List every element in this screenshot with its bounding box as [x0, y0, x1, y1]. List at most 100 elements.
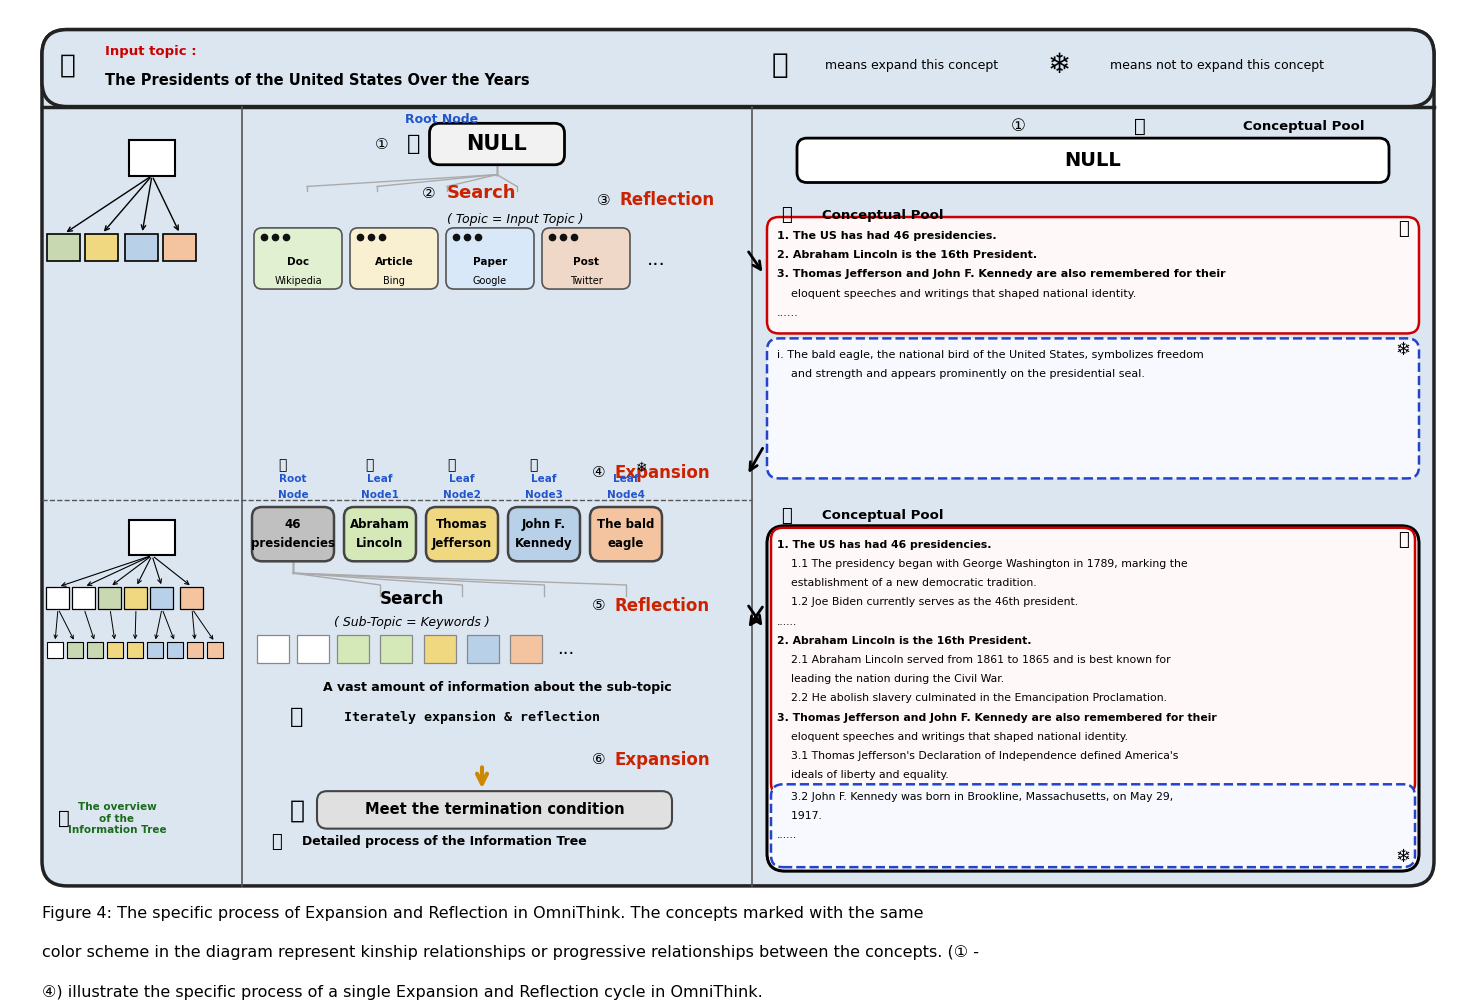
Text: leading the nation during the Civil War.: leading the nation during the Civil War.: [778, 674, 1005, 684]
Text: Search: Search: [380, 590, 444, 608]
Text: Iterately expansion & reflection: Iterately expansion & reflection: [344, 711, 600, 724]
FancyBboxPatch shape: [318, 791, 672, 829]
Text: 🏛️: 🏛️: [1134, 117, 1146, 136]
Text: Conceptual Pool: Conceptual Pool: [822, 209, 944, 222]
Text: 1.2 Joe Biden currently serves as the 46th president.: 1.2 Joe Biden currently serves as the 46…: [778, 597, 1077, 607]
Bar: [257, 635, 289, 663]
Text: ( Topic = Input Topic ): ( Topic = Input Topic ): [447, 213, 583, 226]
Text: means not to expand this concept: means not to expand this concept: [1110, 59, 1324, 72]
Text: Lincoln: Lincoln: [356, 537, 404, 550]
Text: A vast amount of information about the sub-topic: A vast amount of information about the s…: [322, 681, 671, 694]
Text: 2.1 Abraham Lincoln served from 1861 to 1865 and is best known for: 2.1 Abraham Lincoln served from 1861 to …: [778, 655, 1171, 665]
Text: Reflection: Reflection: [614, 597, 711, 615]
Text: ❄️: ❄️: [637, 461, 647, 475]
Text: and strength and appears prominently on the presidential seal.: and strength and appears prominently on …: [778, 369, 1146, 379]
Bar: [206, 642, 223, 658]
Bar: [168, 642, 183, 658]
Bar: [129, 140, 175, 176]
Text: ④: ④: [592, 465, 605, 480]
Text: i. The bald eagle, the national bird of the United States, symbolizes freedom: i. The bald eagle, the national bird of …: [778, 350, 1204, 360]
Text: Twitter: Twitter: [570, 276, 603, 286]
Text: Expansion: Expansion: [614, 751, 711, 769]
Bar: [47, 642, 62, 658]
Text: The overview
of the
Information Tree: The overview of the Information Tree: [68, 802, 166, 835]
FancyBboxPatch shape: [767, 217, 1419, 333]
Text: ......: ......: [778, 308, 798, 318]
Text: Leaf: Leaf: [450, 474, 475, 484]
Text: Thomas: Thomas: [436, 518, 488, 531]
Text: eagle: eagle: [608, 537, 644, 550]
Text: Google: Google: [473, 276, 508, 286]
Text: means expand this concept: means expand this concept: [825, 59, 999, 72]
Text: Reflection: Reflection: [620, 191, 715, 209]
Text: Jefferson: Jefferson: [432, 537, 493, 550]
FancyBboxPatch shape: [797, 138, 1389, 183]
FancyBboxPatch shape: [772, 784, 1416, 867]
Text: John F.: John F.: [522, 518, 565, 531]
Text: 1. The US has had 46 presidencies.: 1. The US has had 46 presidencies.: [778, 231, 997, 241]
Text: 🌲: 🌲: [272, 833, 282, 851]
Text: ④) illustrate the specific process of a single Expansion and Reflection cycle in: ④) illustrate the specific process of a …: [42, 985, 763, 1000]
Text: Node1: Node1: [361, 490, 399, 500]
Text: Expansion: Expansion: [614, 464, 711, 482]
Bar: [126, 234, 159, 261]
Bar: [107, 642, 123, 658]
Bar: [181, 587, 203, 609]
Text: ...: ...: [647, 250, 666, 269]
Text: Node4: Node4: [607, 490, 646, 500]
FancyBboxPatch shape: [772, 528, 1416, 795]
Text: ③: ③: [597, 193, 610, 208]
FancyBboxPatch shape: [252, 507, 334, 561]
FancyBboxPatch shape: [767, 526, 1419, 871]
Text: Bing: Bing: [383, 276, 405, 286]
Text: ( Sub-Topic = Keywords ): ( Sub-Topic = Keywords ): [334, 616, 490, 629]
Text: 🖥️: 🖥️: [59, 52, 76, 78]
Text: 1. The US has had 46 presidencies.: 1. The US has had 46 presidencies.: [778, 540, 991, 550]
Text: The bald: The bald: [598, 518, 654, 531]
Text: ❄️: ❄️: [1396, 341, 1411, 359]
Text: Article: Article: [374, 257, 414, 267]
Text: 3. Thomas Jefferson and John F. Kennedy are also remembered for their: 3. Thomas Jefferson and John F. Kennedy …: [778, 269, 1226, 279]
FancyBboxPatch shape: [591, 507, 662, 561]
Text: Conceptual Pool: Conceptual Pool: [1244, 120, 1365, 133]
Bar: [510, 635, 542, 663]
Text: 🔥: 🔥: [1398, 220, 1410, 238]
Bar: [125, 587, 147, 609]
Bar: [380, 635, 413, 663]
Text: 🤖: 🤖: [407, 134, 420, 154]
Bar: [150, 587, 174, 609]
Text: Detailed process of the Information Tree: Detailed process of the Information Tree: [303, 835, 586, 848]
Text: Leaf: Leaf: [613, 474, 638, 484]
FancyBboxPatch shape: [42, 30, 1434, 886]
Bar: [467, 635, 499, 663]
Text: eloquent speeches and writings that shaped national identity.: eloquent speeches and writings that shap…: [778, 732, 1128, 742]
Bar: [86, 234, 119, 261]
Bar: [337, 635, 370, 663]
Bar: [47, 234, 80, 261]
Text: Post: Post: [573, 257, 600, 267]
Bar: [98, 587, 122, 609]
Text: 🔥: 🔥: [772, 51, 788, 79]
Text: 1.1 The presidency began with George Washington in 1789, marking the: 1.1 The presidency began with George Was…: [778, 559, 1187, 569]
Text: ②: ②: [421, 186, 436, 201]
Text: 46: 46: [285, 518, 301, 531]
Text: The Presidents of the United States Over the Years: The Presidents of the United States Over…: [105, 73, 530, 88]
Bar: [128, 642, 142, 658]
Text: color scheme in the diagram represent kinship relationships or progressive relat: color scheme in the diagram represent ki…: [42, 945, 979, 960]
Text: ❄️: ❄️: [1048, 51, 1071, 79]
Text: 3.1 Thomas Jefferson's Declaration of Independence defined America's: 3.1 Thomas Jefferson's Declaration of In…: [778, 751, 1178, 761]
Bar: [163, 234, 196, 261]
Bar: [187, 642, 203, 658]
FancyBboxPatch shape: [542, 228, 631, 289]
FancyBboxPatch shape: [426, 507, 499, 561]
FancyBboxPatch shape: [447, 228, 534, 289]
FancyBboxPatch shape: [767, 338, 1419, 478]
Bar: [88, 642, 102, 658]
Text: 🏛️: 🏛️: [782, 507, 792, 525]
Bar: [424, 635, 456, 663]
Text: ......: ......: [778, 830, 797, 840]
Text: 🏁: 🏁: [289, 799, 304, 823]
FancyBboxPatch shape: [254, 228, 341, 289]
Text: ⑤: ⑤: [592, 598, 605, 613]
Text: 🔥: 🔥: [447, 459, 456, 473]
